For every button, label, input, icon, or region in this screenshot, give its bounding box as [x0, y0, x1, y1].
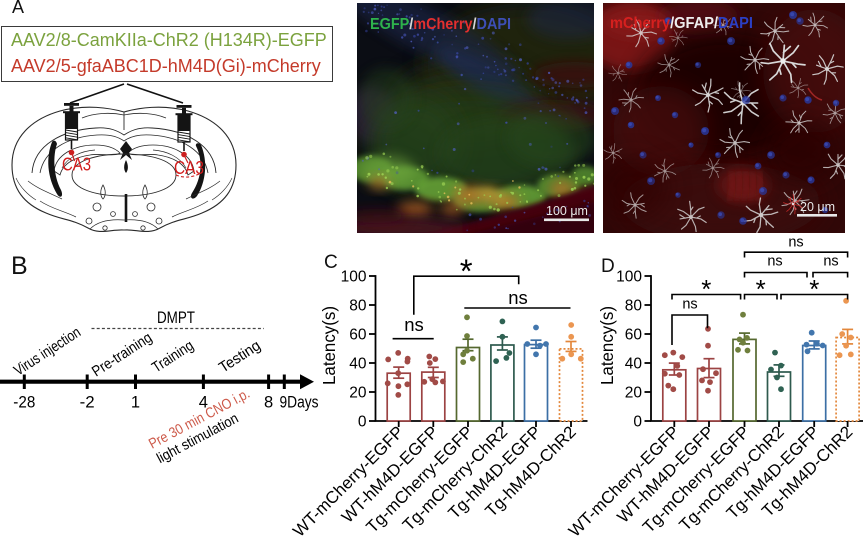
svg-text:ns: ns [767, 254, 782, 270]
svg-text:0: 0 [633, 414, 642, 431]
svg-text:40: 40 [349, 356, 367, 373]
svg-text:ns: ns [682, 297, 697, 313]
svg-text:4: 4 [199, 394, 208, 412]
svg-text:DMPT: DMPT [157, 308, 195, 327]
svg-text:Training: Training [149, 337, 197, 376]
svg-text:20: 20 [349, 385, 367, 402]
svg-text:ns: ns [508, 287, 528, 308]
svg-text:80: 80 [349, 298, 367, 315]
svg-text:Latency(s): Latency(s) [597, 306, 617, 385]
svg-text:100: 100 [341, 269, 367, 286]
svg-text:40: 40 [625, 356, 643, 373]
svg-text:Latency(s): Latency(s) [319, 306, 339, 385]
svg-text:60: 60 [625, 327, 643, 344]
svg-text:*: * [701, 274, 711, 304]
svg-text:80: 80 [625, 298, 643, 315]
svg-text:100 μm: 100 μm [546, 204, 588, 218]
svg-text:20: 20 [625, 385, 643, 402]
svg-text:100: 100 [616, 269, 642, 286]
svg-text:*: * [460, 253, 473, 290]
svg-text:Pre-training: Pre-training [89, 329, 155, 380]
svg-text:-2: -2 [80, 394, 95, 412]
svg-text:EGFP/mCherry/DAPI: EGFP/mCherry/DAPI [370, 16, 511, 33]
svg-text:1: 1 [131, 394, 140, 412]
svg-text:ns: ns [788, 235, 803, 251]
svg-text:60: 60 [349, 327, 367, 344]
svg-text:Testing: Testing [216, 337, 264, 376]
svg-text:-28: -28 [13, 394, 35, 412]
svg-text:ns: ns [823, 254, 838, 270]
svg-text:CA3: CA3 [62, 155, 91, 175]
svg-text:ns: ns [404, 314, 424, 335]
svg-text:9Days: 9Days [280, 394, 319, 412]
svg-text:*: * [756, 274, 766, 304]
svg-text:CA3: CA3 [174, 158, 204, 178]
svg-text:8: 8 [264, 394, 273, 412]
svg-text:mCherry/GFAP/DAPI: mCherry/GFAP/DAPI [610, 15, 753, 32]
svg-text:20 μm: 20 μm [800, 200, 835, 214]
svg-text:0: 0 [358, 414, 367, 431]
svg-text:Virus injection: Virus injection [11, 324, 84, 380]
svg-text:*: * [809, 274, 819, 304]
